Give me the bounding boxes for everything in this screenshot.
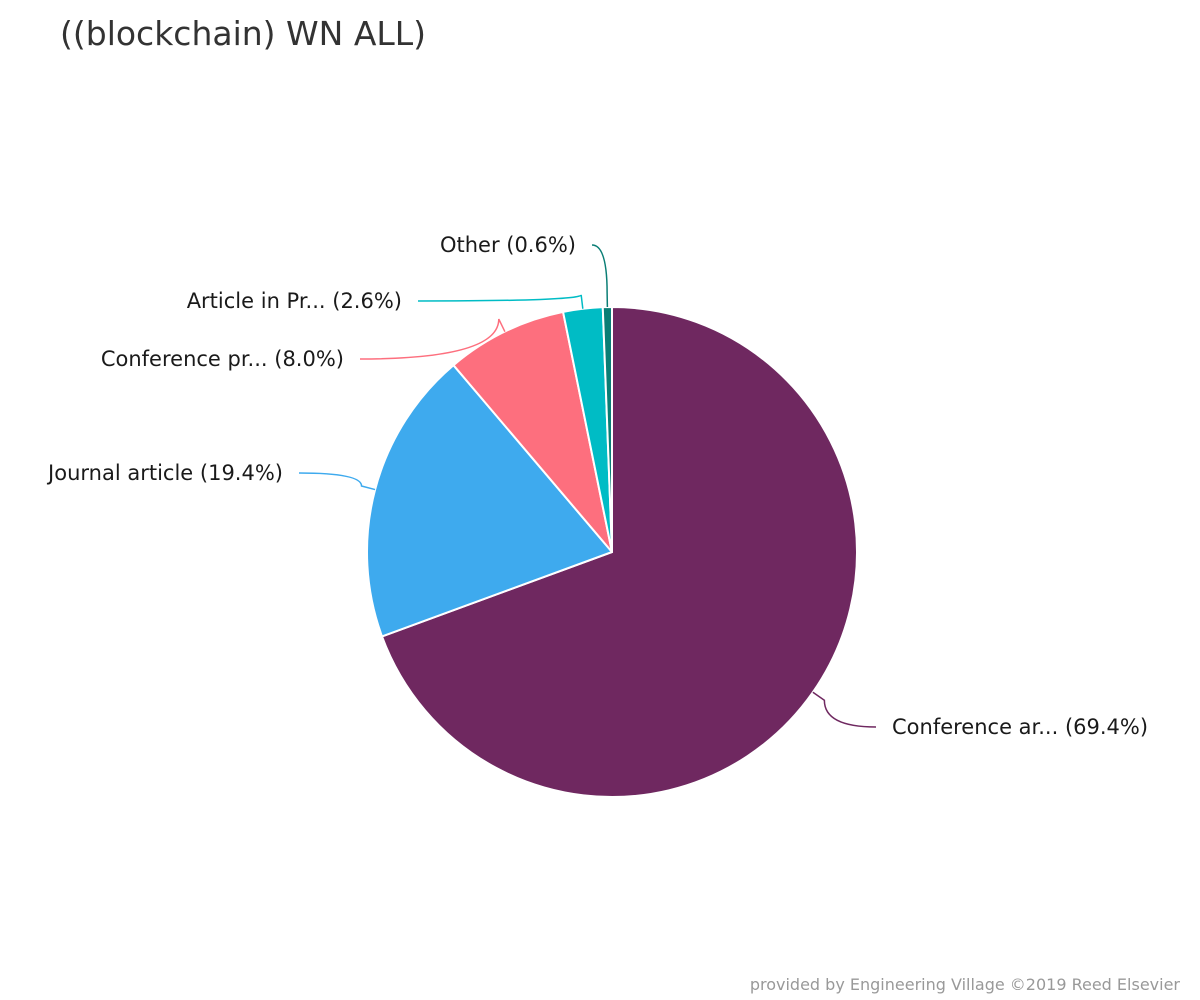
connector-1 xyxy=(812,691,877,728)
slice-label-2: Journal article (19.4%) xyxy=(46,461,283,485)
pie-slice-1[interactable] xyxy=(381,306,858,798)
slice-label-3: Conference pr... (8.0%) xyxy=(101,347,344,371)
slice-labels: Conference ar... (69.4%) Journal article … xyxy=(46,233,1148,739)
slice-label-4: Article in Pr... (2.6%) xyxy=(187,289,402,313)
pie-slice-3[interactable] xyxy=(452,310,613,553)
connector-5 xyxy=(591,244,609,308)
slice-label-1: Conference ar... (69.4%) xyxy=(892,715,1148,739)
label-connectors xyxy=(298,244,877,728)
chart-title: ((blockchain) WN ALL) xyxy=(60,14,427,53)
slice-label-5: Other (0.6%) xyxy=(440,233,576,257)
pie-slice-2[interactable] xyxy=(366,364,613,638)
connector-2 xyxy=(298,472,376,491)
pie-slices xyxy=(366,306,858,798)
connector-4 xyxy=(417,294,584,309)
connector-3 xyxy=(359,318,506,360)
credits-link[interactable]: provided by Engineering Village ©2019 Re… xyxy=(749,975,1180,994)
